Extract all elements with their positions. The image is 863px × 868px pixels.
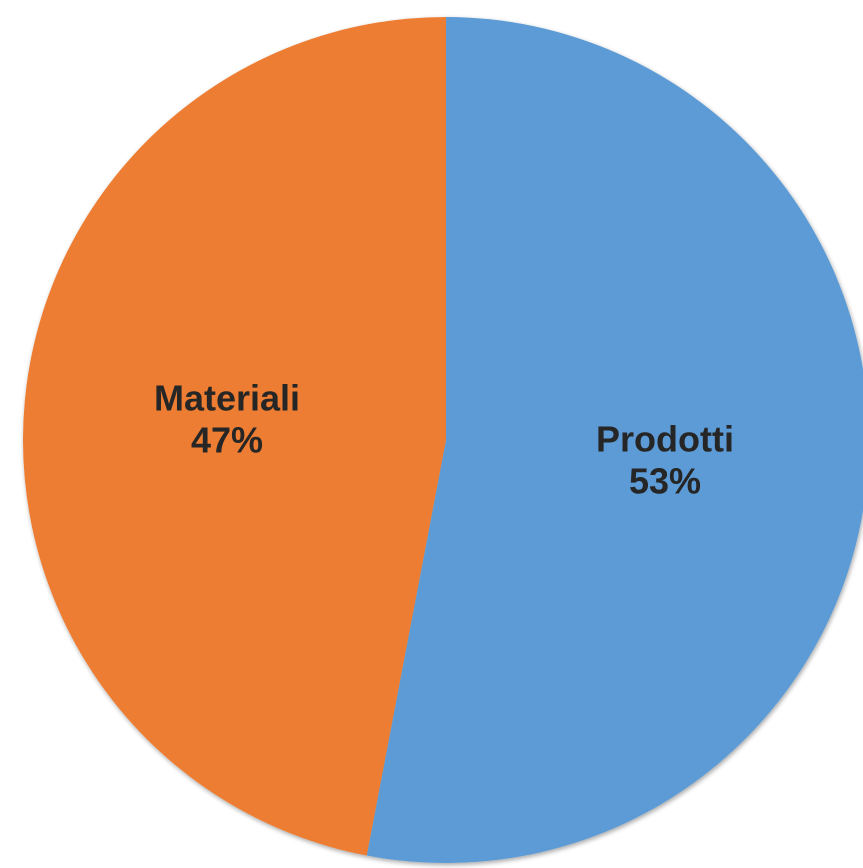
slice-category-label: Materiali <box>154 377 300 418</box>
slice-label-prodotti: Prodotti 53% <box>596 419 734 502</box>
slice-percent-label: 53% <box>629 461 701 502</box>
pie-slice-materiali <box>22 17 446 856</box>
slice-label-materiali: Materiali 47% <box>154 377 300 460</box>
pie-slice-prodotti <box>366 17 863 863</box>
slice-percent-label: 47% <box>191 419 263 460</box>
slice-category-label: Prodotti <box>596 419 734 460</box>
